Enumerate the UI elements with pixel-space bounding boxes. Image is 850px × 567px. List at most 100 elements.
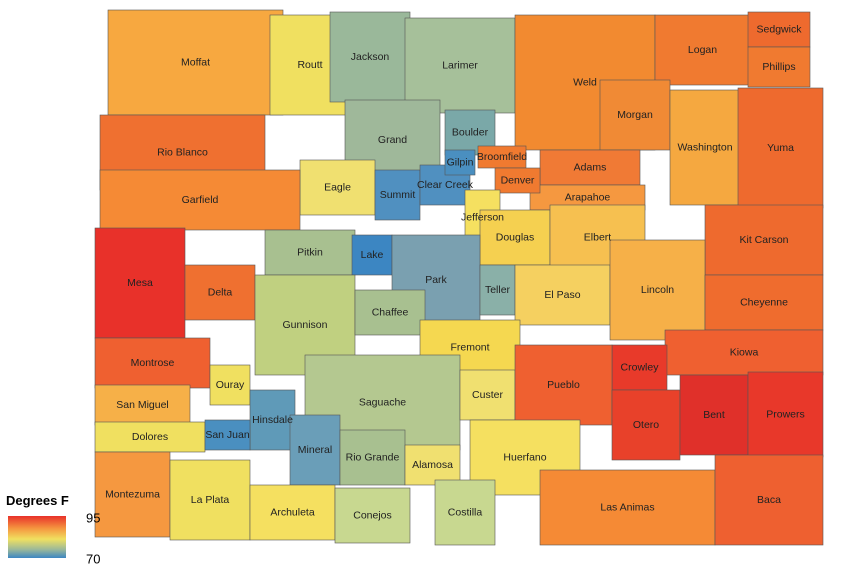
county-label: Baca: [757, 494, 781, 506]
county-label: Fremont: [450, 341, 489, 353]
county-label: El Paso: [544, 289, 580, 301]
county: [654, 14, 751, 86]
county-label: Dolores: [132, 431, 168, 443]
county-label: Eagle: [324, 181, 351, 193]
county-label: Archuleta: [270, 506, 315, 518]
county: [354, 289, 426, 336]
county-label: Yuma: [767, 142, 794, 154]
county: [99, 169, 301, 231]
county: [339, 429, 406, 486]
county-label: Chaffee: [372, 306, 409, 318]
legend-min: 70: [86, 551, 100, 566]
county: [514, 264, 611, 326]
county-label: Jackson: [351, 51, 390, 63]
county: [669, 89, 741, 206]
county: [611, 389, 681, 461]
county: [679, 374, 749, 456]
county-label: Washington: [677, 141, 732, 153]
county-label: Logan: [688, 44, 717, 56]
county-label: Alamosa: [412, 459, 453, 471]
county: [737, 87, 824, 209]
county-label: La Plata: [191, 494, 230, 506]
county: [459, 369, 516, 421]
county-label: Costilla: [448, 506, 483, 518]
county-label: Boulder: [452, 126, 489, 138]
county-label: Garfield: [182, 194, 219, 206]
county-label: Lincoln: [641, 284, 674, 296]
county: [747, 46, 811, 88]
county: [611, 344, 668, 391]
county-label: Saguache: [359, 396, 406, 408]
county: [704, 204, 824, 276]
county-label: Gilpin: [447, 156, 474, 168]
county: [169, 459, 251, 541]
county: [664, 329, 824, 376]
county: [351, 234, 393, 276]
county: [209, 364, 251, 406]
county-label: Broomfield: [477, 151, 527, 163]
legend-max: 95: [86, 510, 100, 525]
county: [107, 9, 284, 116]
county-label: Teller: [485, 284, 511, 296]
county-label: Kit Carson: [739, 234, 788, 246]
county: [704, 274, 824, 331]
county-label: Sedgwick: [757, 23, 803, 35]
county-label: Park: [425, 274, 447, 286]
county-label: Otero: [633, 419, 659, 431]
county: [479, 209, 551, 266]
county-label: Arapahoe: [565, 191, 611, 203]
county: [609, 239, 706, 341]
county-label: Montrose: [131, 357, 175, 369]
county: [204, 419, 251, 451]
county: [94, 384, 191, 426]
county-label: Mineral: [298, 444, 332, 456]
county-label: Custer: [472, 389, 503, 401]
county-label: Adams: [574, 161, 607, 173]
county-label: San Miguel: [116, 399, 169, 411]
county-label: Conejos: [353, 509, 392, 521]
county-label: Summit: [380, 189, 416, 201]
county: [249, 484, 336, 541]
county: [539, 149, 641, 186]
county-label: Routt: [297, 59, 322, 71]
county: [539, 469, 716, 546]
county: [374, 169, 421, 221]
county-labels: Moffat Routt Jackson Larimer Weld Logan Sedgwi…: [105, 23, 805, 521]
county-label: Pitkin: [297, 246, 323, 258]
county-label: Weld: [573, 76, 597, 88]
county-label: Bent: [703, 409, 725, 421]
county: [299, 159, 376, 216]
county-label: Denver: [501, 174, 535, 186]
county-label: Ouray: [216, 379, 245, 391]
county: [599, 79, 671, 151]
county-label: Lake: [361, 249, 384, 261]
county: [714, 454, 824, 546]
county: [334, 487, 411, 544]
county: [404, 17, 516, 114]
county: [94, 451, 171, 538]
county: [747, 371, 824, 458]
county-label: Las Animas: [600, 501, 654, 513]
counties: [94, 9, 824, 546]
county-label: San Juan: [205, 429, 250, 441]
county: [444, 149, 476, 176]
county-label: Phillips: [762, 61, 795, 73]
county-label: Hinsdale: [252, 414, 293, 426]
county-label: Elbert: [584, 231, 612, 243]
county-label: Kiowa: [730, 346, 759, 358]
county: [94, 337, 211, 389]
legend: Degrees F 95 70: [6, 493, 100, 566]
county-label: Moffat: [181, 56, 210, 68]
county-label: Gunnison: [283, 319, 328, 331]
county: [434, 479, 496, 546]
county-label: Montezuma: [105, 488, 160, 500]
county-label: Rio Grande: [346, 451, 400, 463]
county: [249, 389, 296, 451]
county: [329, 11, 411, 103]
legend-title: Degrees F: [6, 493, 69, 508]
legend-gradient: [8, 516, 66, 558]
county-label: Prowers: [766, 408, 805, 420]
county: [184, 264, 256, 321]
